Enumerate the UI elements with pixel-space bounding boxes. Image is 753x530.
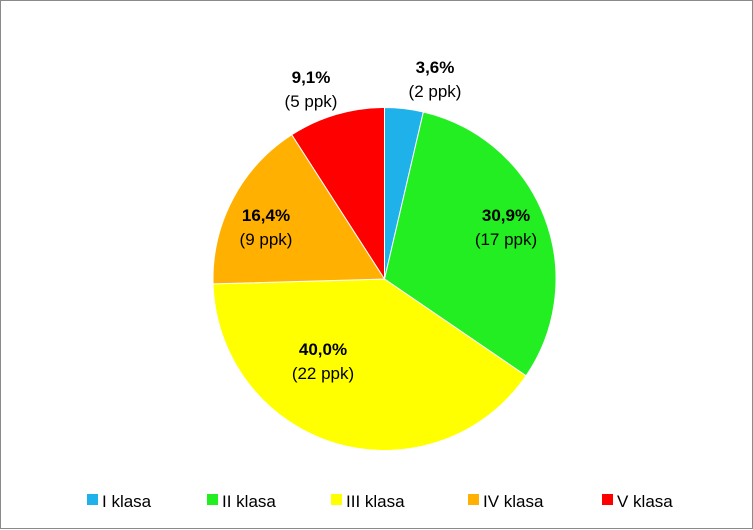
legend-label-iii-klasa: III klasa: [346, 492, 405, 511]
pie-slice-iii-klasa: [212, 278, 527, 451]
legend-swatch-ii-klasa: [207, 494, 218, 505]
data-label-percent-v-klasa: 9,1%: [292, 68, 331, 87]
legend-swatch-iv-klasa: [468, 494, 479, 505]
data-label-count-i-klasa: (2 ppk): [409, 82, 462, 101]
data-label-percent-iv-klasa: 16,4%: [242, 206, 290, 225]
legend-label-ii-klasa: II klasa: [222, 492, 276, 511]
pie-slices: [212, 106, 557, 451]
pie-slice-v-klasa: [291, 106, 385, 281]
legend: I klasa II klasa III klasa IV klasa V klasa: [87, 492, 673, 511]
data-label-percent-iii-klasa: 40,0%: [299, 340, 347, 359]
pie-slice-ii-klasa: [383, 111, 557, 377]
legend-swatch-iii-klasa: [331, 494, 342, 505]
legend-label-i-klasa: I klasa: [102, 492, 152, 511]
data-labels: 3,6% (2 ppk) 30,9% (17 ppk) 40,0% (22 ppk) 16,…: [240, 58, 538, 383]
data-label-percent-ii-klasa: 30,9%: [482, 206, 530, 225]
legend-swatch-i-klasa: [87, 494, 98, 505]
data-label-count-iv-klasa: (9 ppk): [240, 230, 293, 249]
pie-slice-iv-klasa: [212, 134, 386, 285]
legend-label-v-klasa: V klasa: [617, 492, 673, 511]
data-label-count-v-klasa: (5 ppk): [285, 92, 338, 111]
data-label-count-ii-klasa: (17 ppk): [475, 230, 537, 249]
data-label-percent-i-klasa: 3,6%: [416, 58, 455, 77]
legend-swatch-v-klasa: [602, 494, 613, 505]
legend-label-iv-klasa: IV klasa: [483, 492, 544, 511]
data-label-count-iii-klasa: (22 ppk): [292, 364, 354, 383]
